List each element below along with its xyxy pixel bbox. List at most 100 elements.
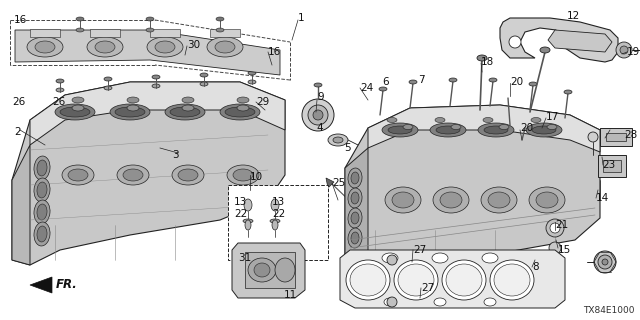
Ellipse shape bbox=[351, 172, 359, 184]
Ellipse shape bbox=[536, 192, 558, 208]
Text: 1: 1 bbox=[298, 13, 305, 23]
Text: 26: 26 bbox=[52, 97, 65, 107]
Text: FR.: FR. bbox=[56, 278, 77, 292]
Ellipse shape bbox=[499, 124, 509, 130]
Ellipse shape bbox=[220, 104, 260, 120]
Text: 15: 15 bbox=[558, 245, 572, 255]
Polygon shape bbox=[30, 82, 285, 145]
Text: 18: 18 bbox=[481, 57, 494, 67]
Polygon shape bbox=[30, 277, 52, 293]
Polygon shape bbox=[345, 148, 368, 255]
Ellipse shape bbox=[227, 165, 259, 185]
Ellipse shape bbox=[436, 126, 460, 134]
Ellipse shape bbox=[333, 137, 343, 143]
Ellipse shape bbox=[435, 117, 445, 123]
Ellipse shape bbox=[55, 104, 95, 120]
Polygon shape bbox=[500, 18, 618, 62]
Ellipse shape bbox=[207, 37, 243, 57]
Ellipse shape bbox=[348, 168, 362, 188]
Ellipse shape bbox=[34, 156, 50, 180]
Circle shape bbox=[313, 110, 323, 120]
Text: 6: 6 bbox=[382, 77, 388, 87]
Ellipse shape bbox=[483, 117, 493, 123]
Ellipse shape bbox=[237, 97, 249, 103]
Ellipse shape bbox=[200, 73, 208, 77]
Ellipse shape bbox=[385, 187, 421, 213]
Ellipse shape bbox=[348, 208, 362, 228]
Ellipse shape bbox=[182, 105, 194, 111]
Ellipse shape bbox=[237, 105, 249, 111]
Ellipse shape bbox=[409, 80, 417, 84]
Polygon shape bbox=[30, 29, 60, 37]
Text: 29: 29 bbox=[256, 97, 269, 107]
Ellipse shape bbox=[115, 107, 145, 117]
Ellipse shape bbox=[182, 97, 194, 103]
Bar bbox=[600, 128, 632, 146]
Ellipse shape bbox=[442, 260, 486, 300]
Ellipse shape bbox=[76, 28, 84, 32]
Text: TX84E1000: TX84E1000 bbox=[584, 306, 635, 315]
Circle shape bbox=[588, 132, 598, 142]
Ellipse shape bbox=[110, 104, 150, 120]
Text: 31: 31 bbox=[238, 253, 252, 263]
Ellipse shape bbox=[37, 160, 47, 176]
Ellipse shape bbox=[34, 222, 50, 246]
Ellipse shape bbox=[72, 97, 84, 103]
Circle shape bbox=[387, 297, 397, 307]
Text: 13: 13 bbox=[272, 197, 285, 207]
Text: 10: 10 bbox=[250, 172, 263, 182]
Bar bbox=[228, 185, 328, 260]
Ellipse shape bbox=[56, 88, 64, 92]
Ellipse shape bbox=[432, 253, 448, 263]
Ellipse shape bbox=[494, 264, 530, 296]
Ellipse shape bbox=[62, 165, 94, 185]
Text: 13: 13 bbox=[234, 197, 247, 207]
Ellipse shape bbox=[245, 220, 251, 230]
Ellipse shape bbox=[328, 134, 348, 146]
Ellipse shape bbox=[382, 253, 398, 263]
Ellipse shape bbox=[478, 123, 514, 137]
Polygon shape bbox=[210, 29, 240, 37]
Ellipse shape bbox=[248, 80, 256, 84]
Ellipse shape bbox=[34, 178, 50, 202]
Ellipse shape bbox=[104, 77, 112, 81]
Text: 19: 19 bbox=[627, 47, 640, 57]
Polygon shape bbox=[345, 105, 600, 262]
Ellipse shape bbox=[248, 258, 276, 282]
Ellipse shape bbox=[27, 37, 63, 57]
Ellipse shape bbox=[34, 200, 50, 224]
Ellipse shape bbox=[430, 123, 466, 137]
Circle shape bbox=[594, 251, 616, 273]
Polygon shape bbox=[326, 178, 334, 188]
Polygon shape bbox=[245, 252, 295, 288]
Ellipse shape bbox=[123, 169, 143, 181]
Ellipse shape bbox=[225, 107, 255, 117]
Ellipse shape bbox=[200, 82, 208, 86]
Ellipse shape bbox=[35, 41, 55, 53]
Text: 2: 2 bbox=[14, 127, 20, 137]
Ellipse shape bbox=[170, 107, 200, 117]
Text: 24: 24 bbox=[360, 83, 373, 93]
Text: 20: 20 bbox=[520, 123, 533, 133]
Ellipse shape bbox=[488, 192, 510, 208]
Text: 14: 14 bbox=[596, 193, 609, 203]
Circle shape bbox=[585, 37, 595, 47]
Ellipse shape bbox=[117, 165, 149, 185]
Ellipse shape bbox=[104, 86, 112, 90]
Ellipse shape bbox=[243, 219, 253, 223]
Ellipse shape bbox=[351, 192, 359, 204]
Text: 8: 8 bbox=[532, 262, 539, 272]
Ellipse shape bbox=[484, 126, 508, 134]
Ellipse shape bbox=[95, 41, 115, 53]
Ellipse shape bbox=[270, 219, 280, 223]
Ellipse shape bbox=[233, 169, 253, 181]
Bar bbox=[606, 133, 626, 141]
Polygon shape bbox=[150, 29, 180, 37]
Ellipse shape bbox=[384, 298, 396, 306]
Ellipse shape bbox=[482, 253, 498, 263]
Ellipse shape bbox=[564, 90, 572, 94]
Text: 23: 23 bbox=[602, 160, 615, 170]
Ellipse shape bbox=[440, 192, 462, 208]
Ellipse shape bbox=[484, 298, 496, 306]
Circle shape bbox=[598, 255, 612, 269]
